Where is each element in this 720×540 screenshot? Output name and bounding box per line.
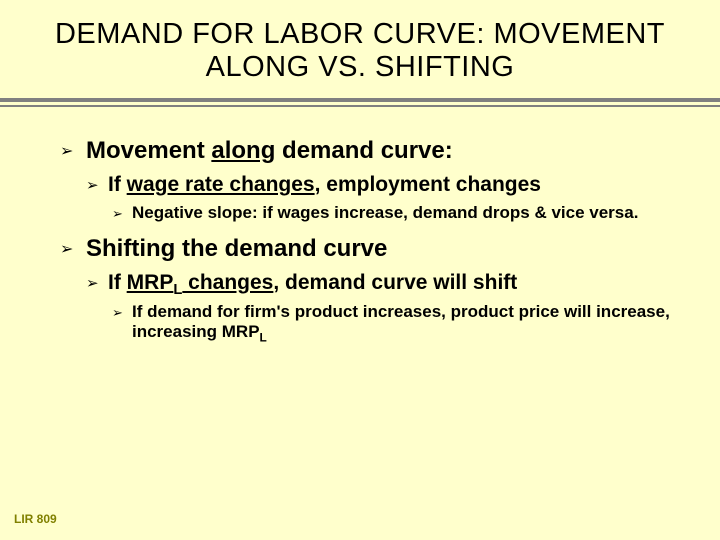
text-underlined: wage rate changes — [127, 173, 315, 196]
bullet-text: Shifting the demand curve — [86, 235, 387, 263]
bullet-text: Negative slope: if wages increase, deman… — [132, 203, 638, 223]
chevron-right-icon: ➢ — [60, 235, 86, 265]
bullet-text: If demand for firm's product increases, … — [132, 302, 680, 344]
bullet-l3: ➢ If demand for firm's product increases… — [112, 302, 680, 344]
text-pre: Movement — [86, 137, 211, 164]
bullet-l1: ➢ Movement along demand curve: — [60, 137, 680, 167]
text-underlined: MRPL changes — [127, 271, 274, 294]
text-post: , demand curve will shift — [273, 271, 517, 294]
text-post: demand curve: — [275, 137, 452, 164]
bullet-l1: ➢ Shifting the demand curve — [60, 235, 680, 265]
chevron-right-icon: ➢ — [112, 302, 132, 324]
chevron-right-icon: ➢ — [86, 173, 108, 199]
bullet-text: Movement along demand curve: — [86, 137, 453, 165]
bullet-l3: ➢ Negative slope: if wages increase, dem… — [112, 203, 680, 225]
slide-body: ➢ Movement along demand curve: ➢ If wage… — [0, 107, 720, 345]
text-post: , employment changes — [315, 173, 541, 196]
bullet-l2: ➢ If wage rate changes, employment chang… — [86, 173, 680, 199]
bullet-l2: ➢ If MRPL changes, demand curve will shi… — [86, 271, 680, 298]
bullet-text: If wage rate changes, employment changes — [108, 173, 541, 197]
chevron-right-icon: ➢ — [60, 137, 86, 167]
text-pre: If — [108, 271, 127, 294]
chevron-right-icon: ➢ — [112, 203, 132, 225]
bullet-text: If MRPL changes, demand curve will shift — [108, 271, 517, 298]
footer-label: LIR 809 — [14, 512, 57, 526]
chevron-right-icon: ➢ — [86, 271, 108, 297]
text-underlined: along — [211, 137, 275, 164]
text-pre: If — [108, 173, 127, 196]
text-pre: Shifting the demand curve — [86, 235, 387, 262]
rule-thick — [0, 98, 720, 102]
title-rule — [0, 98, 720, 107]
slide-title: DEMAND FOR LABOR CURVE: MOVEMENT ALONG V… — [0, 0, 720, 84]
